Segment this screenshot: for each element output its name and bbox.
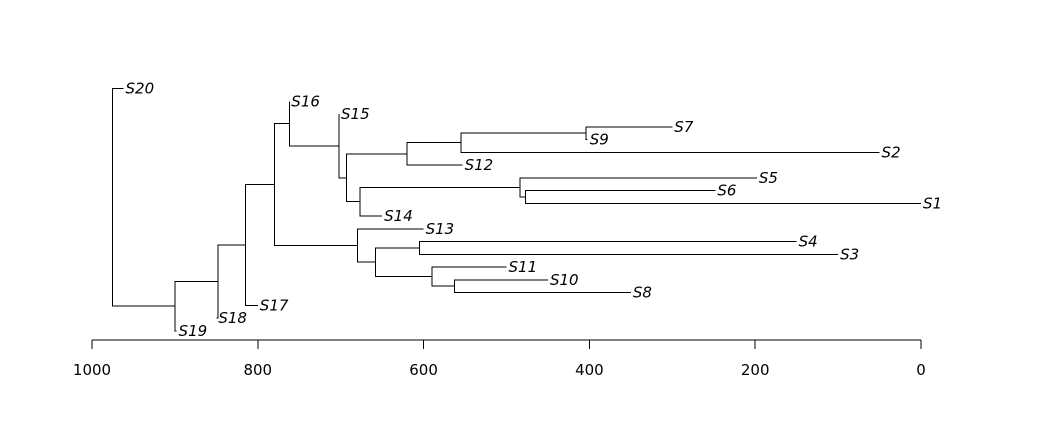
x-tick-label-1000: 1000 [73, 361, 111, 379]
leaf-label-s6: S6 [717, 182, 736, 200]
x-tick-label-0: 0 [916, 361, 926, 379]
dendrogram-link-m19 [112, 88, 175, 307]
x-tick-label-400: 400 [575, 361, 604, 379]
dendrogram-links [112, 88, 921, 332]
leaf-label-s1: S1 [923, 194, 942, 212]
leaf-label-s4: S4 [799, 233, 818, 251]
dendrogram-link-m12 [431, 266, 507, 287]
leaf-label-s10: S10 [550, 271, 579, 289]
x-tick-label-200: 200 [741, 361, 770, 379]
dendrogram-link-m3 [406, 142, 463, 166]
leaf-label-s2: S2 [882, 143, 901, 161]
leaf-label-s5: S5 [759, 169, 778, 187]
dendrogram-link-m9 [288, 101, 340, 147]
leaf-label-s12: S12 [465, 156, 494, 174]
dendrogram-link-m11 [453, 279, 631, 293]
leaf-label-s19: S19 [179, 322, 208, 340]
dendrogram-link-m2 [460, 132, 880, 153]
dendrogram-link-m10 [418, 241, 839, 255]
leaf-label-s14: S14 [384, 207, 413, 225]
dendrogram-link-m14 [356, 228, 424, 263]
dendrogram-link-m7 [346, 153, 408, 203]
leaf-label-s9: S9 [590, 131, 609, 149]
leaf-label-s16: S16 [291, 92, 320, 110]
leaf-label-s13: S13 [426, 220, 455, 238]
dendrogram-link-m8 [338, 114, 347, 179]
dendrogram-link-m16 [244, 184, 275, 306]
leaf-label-s8: S8 [633, 284, 652, 302]
dendrogram-link-m15 [273, 123, 358, 246]
leaf-label-s3: S3 [840, 245, 859, 263]
x-tick-label-600: 600 [409, 361, 438, 379]
leaf-label-s7: S7 [674, 118, 694, 136]
x-axis: 1000 800 600 400 200 0 [73, 339, 926, 379]
x-tick-label-800: 800 [243, 361, 272, 379]
leaf-label-s15: S15 [341, 105, 370, 123]
leaf-label-s20: S20 [126, 80, 155, 98]
leaf-label-s11: S11 [509, 258, 538, 276]
leaf-label-s17: S17 [260, 296, 289, 314]
leaf-labels: S20 S16 S15 S7 S9 S2 S12 S5 S6 S1 S14 S13 S4 S3 S11 S10… [126, 80, 943, 340]
leaf-label-s18: S18 [218, 309, 247, 327]
dendrogram-link-m17 [216, 244, 246, 319]
dendrogram-link-m13 [375, 247, 432, 278]
